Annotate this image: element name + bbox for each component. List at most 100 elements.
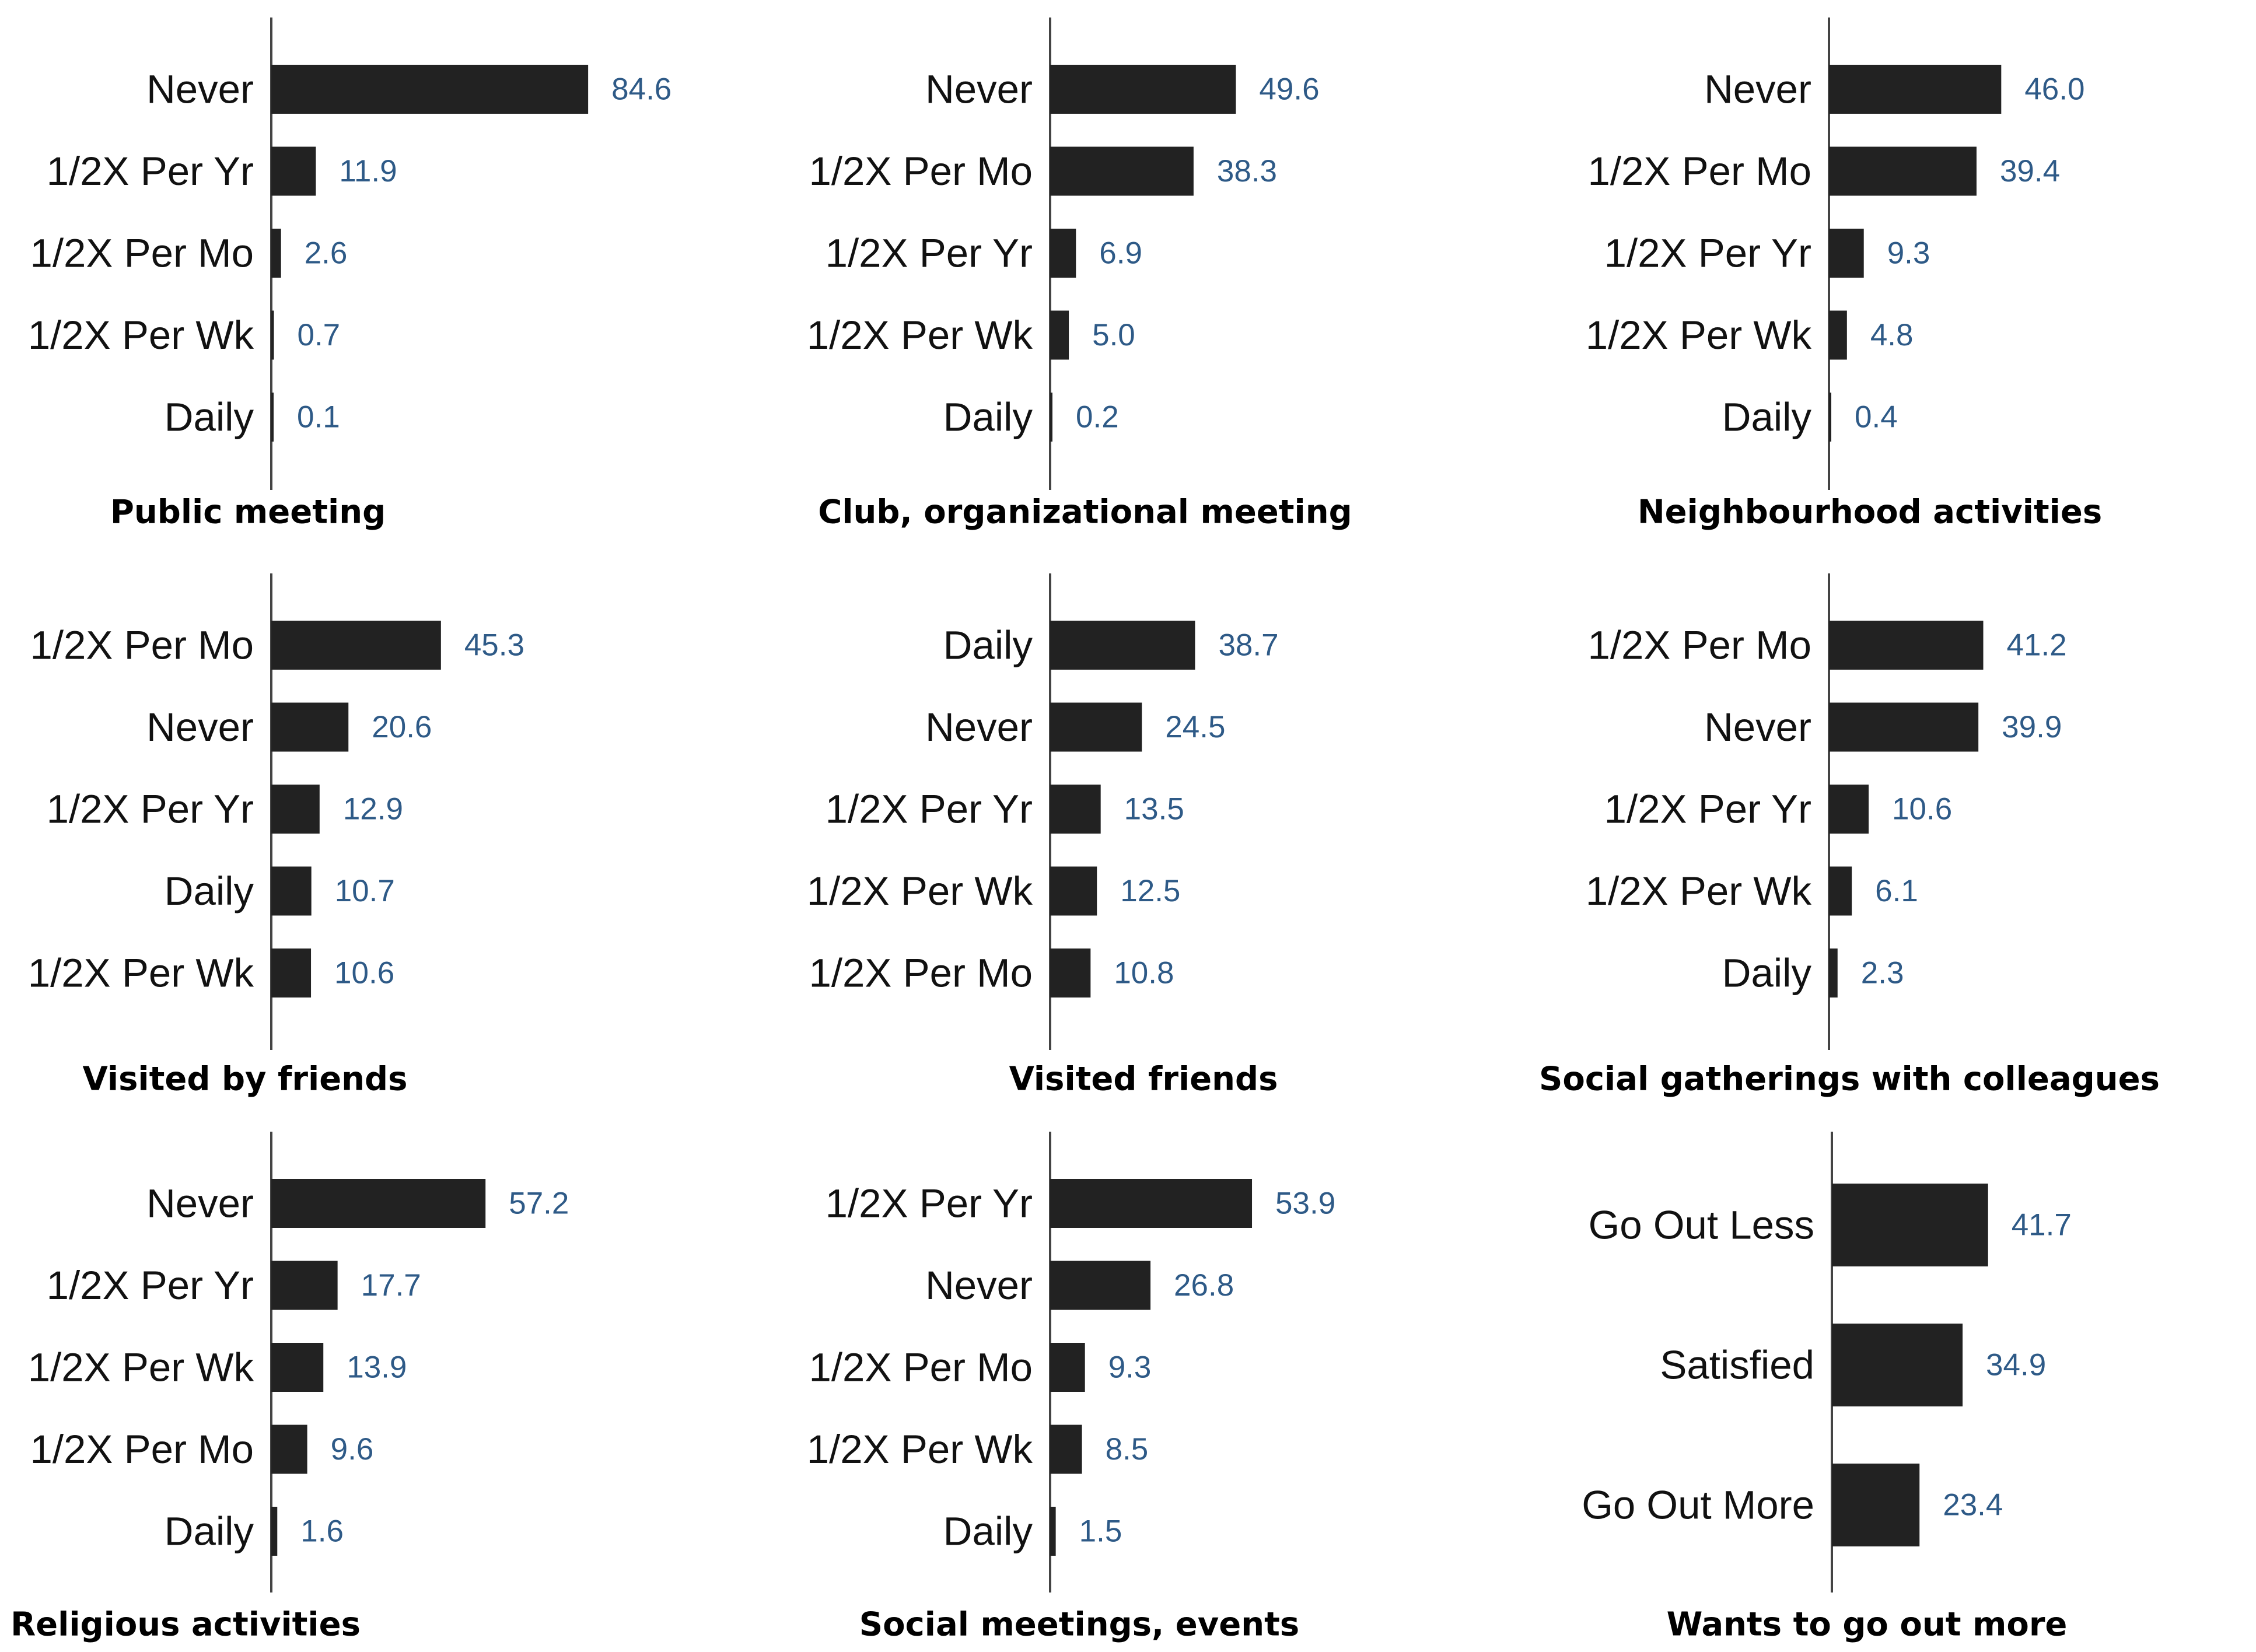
bar [271,146,316,196]
category-label: Daily [1722,395,1812,440]
category-label: Never [925,67,1033,112]
category-label: 1/2X Per Wk [807,313,1033,358]
bar [271,785,320,834]
bar [1829,949,1838,998]
bar-chart-panel: Go Out Less 41.7 Satisfied 34.9 Go Out More 2… [1582,1132,2072,1644]
category-label: 1/2X Per Mo [30,1427,254,1472]
category-label: Daily [943,623,1033,668]
panel-title: Social gatherings with colleagues [1539,1060,2160,1098]
panel-title: Social meetings, events [859,1606,1299,1644]
category-label: 1/2X Per Wk [807,1427,1033,1472]
category-label: 1/2X Per Yr [47,1263,254,1308]
bar [1050,1261,1151,1310]
category-label: 1/2X Per Yr [47,149,254,194]
category-label: 1/2X Per Yr [47,787,254,832]
panel-title: Visited friends [1009,1060,1278,1098]
value-label: 10.6 [1892,792,1952,827]
bar [271,229,281,278]
bar [1829,393,1831,442]
category-label: 1/2X Per Wk [28,951,254,996]
bar [271,1261,338,1310]
bar [271,310,274,360]
category-label: Daily [165,869,254,914]
value-label: 84.6 [611,72,671,107]
bar [1050,229,1076,278]
bar [1050,393,1052,442]
category-label: 1/2X Per Mo [809,951,1033,996]
value-label: 17.7 [361,1268,421,1303]
bar-chart-panel: 1/2X Per Mo 41.2 Never 39.9 1/2X Per Yr 10.6 1… [1539,573,2160,1098]
category-label: Never [146,67,254,112]
value-label: 12.9 [343,792,403,827]
category-label: Never [925,705,1033,750]
value-label: 23.4 [1943,1488,2003,1522]
bar [1050,1424,1082,1474]
value-label: 49.6 [1259,72,1319,107]
panel-title: Religious activities [11,1606,361,1644]
bar [271,1424,307,1474]
bar [1829,65,2002,114]
bar [1829,146,1977,196]
bar [1829,621,1984,670]
value-label: 0.1 [297,400,340,435]
category-label: 1/2X Per Mo [30,623,254,668]
bar [1050,310,1069,360]
bar [271,1507,278,1556]
value-label: 41.2 [2007,628,2067,663]
category-label: Daily [943,395,1033,440]
category-label: Daily [165,1509,254,1554]
bar [1050,1343,1085,1392]
category-label: Go Out Less [1589,1203,1814,1248]
category-label: 1/2X Per Yr [826,231,1033,276]
bar [1829,866,1852,916]
category-label: 1/2X Per Yr [826,1181,1033,1226]
value-label: 57.2 [509,1186,569,1221]
value-label: 45.3 [464,628,524,663]
bar-chart-panel: Never 46.0 1/2X Per Mo 39.4 1/2X Per Yr 9.3 1/… [1586,18,2102,531]
bar [271,1343,324,1392]
bar [1050,65,1236,114]
value-label: 0.2 [1076,400,1119,435]
value-label: 1.5 [1079,1514,1122,1549]
category-label: 1/2X Per Wk [28,1345,254,1390]
value-label: 1.6 [300,1514,344,1549]
bar [1050,621,1195,670]
bar [1829,785,1869,834]
value-label: 10.8 [1114,956,1174,991]
bar-chart-panel: Never 57.2 1/2X Per Yr 17.7 1/2X Per Wk 13.9 1… [11,1132,569,1644]
category-label: 1/2X Per Yr [1604,231,1811,276]
value-label: 6.1 [1875,874,1918,908]
value-label: 24.5 [1165,710,1225,744]
bar [271,393,274,442]
category-label: 1/2X Per Wk [28,313,254,358]
value-label: 46.0 [2024,72,2084,107]
value-label: 11.9 [339,154,397,188]
value-label: 9.3 [1887,236,1930,271]
panel-title: Public meeting [110,494,386,531]
category-label: 1/2X Per Wk [1586,313,1812,358]
category-label: Daily [943,1509,1033,1554]
value-label: 2.3 [1861,956,1904,991]
value-label: 13.5 [1124,792,1184,827]
bar [1832,1324,1963,1406]
bar [1050,785,1101,834]
category-label: Never [1704,67,1811,112]
bar [271,949,312,998]
value-label: 6.9 [1099,236,1142,271]
panel-title: Visited by friends [83,1060,408,1098]
category-label: 1/2X Per Wk [1586,869,1812,914]
category-label: Never [1704,705,1811,750]
bar [1829,702,1979,752]
bar [1050,1179,1253,1228]
category-label: 1/2X Per Mo [1587,623,1811,668]
value-label: 9.3 [1108,1350,1152,1385]
panel-title: Wants to go out more [1667,1606,2068,1644]
value-label: 34.9 [1986,1348,2046,1382]
bar [271,702,349,752]
value-label: 38.3 [1217,154,1277,188]
value-label: 20.6 [372,710,432,744]
bar-chart-panel: Daily 38.7 Never 24.5 1/2X Per Yr 13.5 1/2X Pe… [807,573,1279,1098]
bar [1050,146,1194,196]
value-label: 8.5 [1106,1432,1149,1466]
